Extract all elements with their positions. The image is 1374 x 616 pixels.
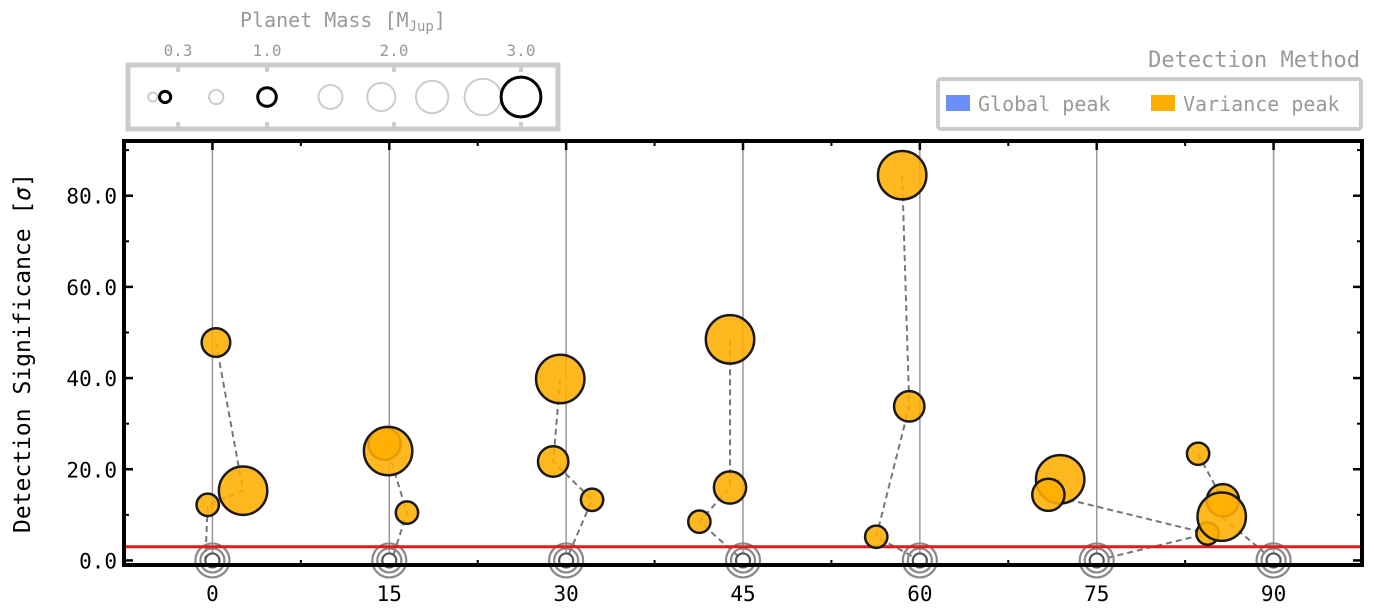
size-circle-faded — [366, 81, 397, 113]
group-path-60 — [875, 175, 921, 562]
x-tick-label: 0 — [206, 582, 219, 606]
y-axis-label: Detection Significance [σ] — [10, 173, 36, 533]
x-tick-label: 90 — [1261, 582, 1286, 606]
zero-ring-15 — [371, 542, 408, 579]
y-tick-label: 80.0 — [66, 185, 117, 209]
data-point — [394, 500, 420, 525]
group-path-30 — [552, 378, 594, 561]
size-legend-ticks: 0.3 1.0 2.0 3.0 — [164, 41, 536, 128]
y-tick-label: 0.0 — [79, 549, 117, 573]
data-point — [686, 509, 712, 535]
y-tick-label: 60.0 — [66, 276, 117, 300]
data-point — [195, 492, 221, 518]
x-tick-labels: 0 15 30 45 60 75 90 — [206, 582, 1286, 606]
data-point — [362, 425, 414, 477]
size-tick-label: 0.3 — [164, 41, 193, 60]
variance-peak-swatch — [1151, 95, 1175, 111]
x-tick-label: 15 — [377, 582, 402, 606]
x-tick-label: 60 — [907, 582, 932, 606]
size-circle-faded — [208, 88, 225, 106]
data-point — [579, 487, 605, 513]
method-legend-title: Detection Method — [1148, 48, 1360, 73]
x-tick-label: 75 — [1084, 582, 1109, 606]
size-circle-faded — [414, 79, 450, 115]
data-point — [1185, 441, 1211, 467]
data-point — [876, 149, 928, 201]
y-tick-labels: 0.0 20.0 40.0 60.0 80.0 — [66, 185, 117, 574]
size-legend-frame — [125, 62, 561, 132]
size-tick-label: 1.0 — [253, 41, 282, 60]
zero-ring-45 — [729, 547, 757, 574]
size-legend: Planet Mass [MJup] 0.3 1.0 2.0 3.0 — [125, 8, 561, 132]
size-circle-faded — [147, 91, 159, 103]
group-connecting-paths — [204, 175, 1275, 562]
zero-ring-45 — [724, 542, 762, 579]
size-circle-faded — [317, 84, 344, 110]
zero-ring-30 — [548, 542, 585, 579]
group-path-0 — [204, 342, 245, 561]
y-tick-label: 40.0 — [66, 367, 117, 391]
zero-level-markers — [194, 542, 1292, 579]
zero-ring-15 — [376, 547, 403, 574]
plot-area: 0 15 30 45 60 75 90 0.0 20.0 40.0 60.0 80.0 Detect… — [10, 139, 1364, 606]
y-tick-label: 20.0 — [66, 458, 117, 482]
size-circle-highlight — [158, 89, 173, 105]
data-point — [534, 353, 586, 405]
zero-ring-90 — [1260, 547, 1287, 574]
data-point — [1196, 491, 1248, 543]
zero-ring-0 — [199, 547, 226, 574]
size-circle-highlight — [499, 75, 543, 119]
plot-frame — [122, 139, 1364, 567]
data-point — [217, 465, 269, 517]
zero-ring-75 — [1078, 542, 1115, 579]
zero-ring-60 — [906, 547, 933, 574]
x-tick-label: 30 — [553, 582, 578, 606]
global-peak-swatch — [946, 95, 970, 111]
data-point — [863, 524, 889, 550]
variance-peak-label: Variance peak — [1183, 92, 1340, 116]
data-point — [200, 326, 232, 359]
size-legend-title: Planet Mass [MJup] — [240, 8, 446, 35]
method-legend: Detection Method Global peak Variance pe… — [936, 48, 1363, 131]
data-point — [536, 445, 570, 478]
zero-ring-30 — [553, 547, 580, 574]
data-points — [195, 149, 1248, 550]
zero-ring-75 — [1083, 547, 1110, 574]
zero-ring-90 — [1255, 542, 1292, 579]
group-path-45 — [697, 339, 744, 562]
size-legend-circles — [147, 75, 543, 119]
method-legend-frame — [936, 77, 1363, 131]
zero-ring-0 — [194, 542, 231, 579]
data-point — [1031, 477, 1066, 513]
size-tick-label: 3.0 — [507, 41, 536, 60]
data-point — [892, 389, 926, 423]
x-tick-label: 45 — [730, 582, 755, 606]
data-point — [704, 313, 756, 365]
data-point — [712, 470, 748, 505]
global-peak-label: Global peak — [978, 92, 1110, 116]
size-tick-label: 2.0 — [380, 41, 409, 60]
zero-ring-60 — [901, 542, 938, 579]
size-circle-highlight — [256, 86, 278, 108]
